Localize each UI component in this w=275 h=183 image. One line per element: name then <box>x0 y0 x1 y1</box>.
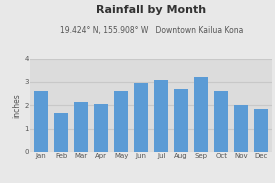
Bar <box>134 83 148 152</box>
Bar <box>254 109 268 152</box>
Bar <box>234 105 248 152</box>
Y-axis label: inches: inches <box>13 93 21 118</box>
Bar <box>154 80 169 152</box>
Bar <box>94 104 108 152</box>
Text: 19.424° N, 155.908° W   Downtown Kailua Kona: 19.424° N, 155.908° W Downtown Kailua Ko… <box>60 26 243 35</box>
Bar <box>114 91 128 152</box>
Bar <box>34 91 48 152</box>
Bar <box>194 77 208 152</box>
Text: Rainfall by Month: Rainfall by Month <box>96 5 206 16</box>
Bar <box>174 89 188 152</box>
Bar <box>54 113 68 152</box>
Bar <box>74 102 89 152</box>
Bar <box>214 91 229 152</box>
